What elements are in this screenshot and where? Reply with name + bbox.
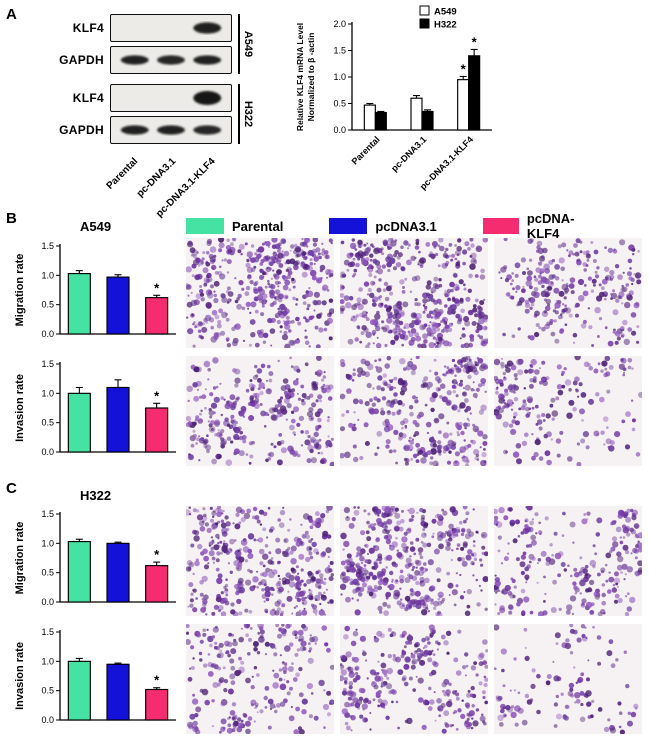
lane-label-parental: Parental bbox=[104, 156, 140, 192]
svg-text:1.0: 1.0 bbox=[41, 538, 54, 548]
svg-text:1.5: 1.5 bbox=[41, 627, 54, 637]
svg-text:2.0: 2.0 bbox=[333, 19, 346, 29]
legend-swatch-pcdna31 bbox=[329, 218, 368, 234]
panel-b-title: A549 bbox=[80, 219, 112, 234]
klf4-mrna-bar-chart: 0.0 0.5 1.0 1.5 2.0 Relative KLF4 mRNA Level N… bbox=[295, 5, 492, 192]
svg-text:1.5: 1.5 bbox=[41, 241, 54, 251]
h322-migration-chart: 0.0 0.5 1.0 1.5 Migration rate * bbox=[14, 509, 176, 607]
western-blot-panel: KLF4 GAPDH KLF4 GAPDH A549 H322 Parental… bbox=[52, 10, 290, 220]
cellline-label-a549: A549 bbox=[242, 30, 254, 58]
cellline-bracket-a549: A549 bbox=[238, 14, 254, 74]
svg-text:1.5: 1.5 bbox=[41, 359, 54, 369]
svg-text:0.0: 0.0 bbox=[41, 329, 54, 339]
bracket-line bbox=[238, 84, 240, 144]
svg-text:0.5: 0.5 bbox=[41, 568, 54, 578]
blot-image-klf4-h322 bbox=[110, 84, 232, 112]
svg-text:pc-DNA3.1: pc-DNA3.1 bbox=[389, 134, 428, 173]
svg-text:1.5: 1.5 bbox=[333, 46, 346, 56]
a549-migration-micrograph-pcdna-klf4 bbox=[494, 238, 642, 348]
svg-text:0.5: 0.5 bbox=[333, 99, 346, 109]
svg-text:*: * bbox=[461, 61, 467, 76]
svg-text:0.5: 0.5 bbox=[41, 686, 54, 696]
svg-text:1.0: 1.0 bbox=[41, 388, 54, 398]
a549-invasion-chart: 0.0 0.5 1.0 1.5 Invasion rate * bbox=[14, 359, 176, 457]
h322-invasion-chart: 0.0 0.5 1.0 1.5 Invasion rate * bbox=[14, 627, 176, 725]
blot-protein-label: GAPDH bbox=[59, 53, 104, 67]
svg-text:1.5: 1.5 bbox=[41, 509, 54, 519]
svg-text:1.0: 1.0 bbox=[41, 270, 54, 280]
a549-invasion-micrograph-pcdna31 bbox=[340, 356, 488, 466]
svg-text:Normalized to β -actin: Normalized to β -actin bbox=[306, 33, 316, 122]
a549-invasion-micrograph-parental bbox=[186, 356, 334, 466]
svg-text:*: * bbox=[154, 673, 160, 688]
blot-row-klf4-h322: KLF4 bbox=[52, 84, 232, 112]
blot-row-gapdh-h322: GAPDH bbox=[52, 116, 232, 144]
h322-invasion-micrograph-parental bbox=[186, 624, 334, 734]
legend-label: pcDNA-KLF4 bbox=[526, 211, 575, 241]
svg-text:0.0: 0.0 bbox=[41, 447, 54, 457]
blot-image-klf4-a549 bbox=[110, 14, 232, 42]
h322-invasion-micrograph-pcdna31 bbox=[340, 624, 488, 734]
svg-text:*: * bbox=[154, 280, 160, 295]
svg-text:Invasion rate: Invasion rate bbox=[14, 374, 26, 442]
blot-protein-label: KLF4 bbox=[72, 91, 104, 105]
svg-text:*: * bbox=[472, 34, 478, 49]
bracket-line bbox=[238, 14, 240, 74]
h322-migration-micrograph-pcdna31 bbox=[340, 506, 488, 616]
svg-text:0.5: 0.5 bbox=[41, 418, 54, 428]
panel-a-label: A bbox=[6, 6, 17, 23]
svg-text:Migration rate: Migration rate bbox=[14, 522, 26, 595]
legend-label: Parental bbox=[232, 218, 284, 234]
svg-text:0.0: 0.0 bbox=[41, 597, 54, 607]
svg-text:1.0: 1.0 bbox=[41, 656, 54, 666]
a549-invasion-micrograph-pcdna-klf4 bbox=[494, 356, 642, 466]
svg-text:*: * bbox=[154, 388, 160, 403]
h322-invasion-micrograph-pcdna-klf4 bbox=[494, 624, 642, 734]
h322-migration-micrograph-pcdna-klf4 bbox=[494, 506, 642, 616]
figure-legend: Parental pcDNA3.1 pcDNA-KLF4 bbox=[186, 211, 649, 241]
svg-text:Parental: Parental bbox=[350, 134, 382, 166]
legend-swatch-parental bbox=[186, 218, 224, 234]
legend-item-pcdna31: pcDNA3.1 bbox=[329, 218, 437, 234]
svg-text:A549: A549 bbox=[434, 7, 457, 18]
a549-migration-chart: 0.0 0.5 1.0 1.5 Migration rate * bbox=[14, 241, 176, 339]
legend-item-pcdna-klf4: pcDNA-KLF4 bbox=[482, 211, 603, 241]
cellline-bracket-h322: H322 bbox=[238, 84, 254, 144]
a549-migration-micrograph-parental bbox=[186, 238, 334, 348]
blot-image-gapdh-h322 bbox=[110, 116, 232, 144]
a549-migration-micrograph-pcdna31 bbox=[340, 238, 488, 348]
svg-text:Migration rate: Migration rate bbox=[14, 254, 26, 327]
blot-row-klf4-a549: KLF4 bbox=[52, 14, 232, 42]
svg-text:Invasion rate: Invasion rate bbox=[14, 642, 26, 710]
cellline-label-h322: H322 bbox=[242, 100, 254, 128]
blot-image-gapdh-a549 bbox=[110, 46, 232, 74]
svg-text:1.0: 1.0 bbox=[333, 72, 346, 82]
svg-text:0.0: 0.0 bbox=[41, 715, 54, 725]
panel-c-label: C bbox=[6, 480, 17, 497]
blot-protein-label: KLF4 bbox=[72, 21, 104, 35]
panel-b-label: B bbox=[6, 210, 17, 227]
svg-text:*: * bbox=[154, 547, 160, 562]
blot-protein-label: GAPDH bbox=[59, 123, 104, 137]
blot-row-gapdh-a549: GAPDH bbox=[52, 46, 232, 74]
h322-migration-micrograph-parental bbox=[186, 506, 334, 616]
svg-text:Relative KLF4 mRNA Level: Relative KLF4 mRNA Level bbox=[295, 23, 305, 131]
svg-text:0.0: 0.0 bbox=[333, 125, 346, 135]
legend-swatch-pcdna-klf4 bbox=[482, 218, 519, 234]
svg-text:0.5: 0.5 bbox=[41, 300, 54, 310]
legend-item-parental: Parental bbox=[186, 218, 283, 234]
legend-label: pcDNA3.1 bbox=[375, 218, 437, 234]
panel-c-title: H322 bbox=[80, 488, 112, 503]
svg-text:H322: H322 bbox=[434, 20, 457, 31]
